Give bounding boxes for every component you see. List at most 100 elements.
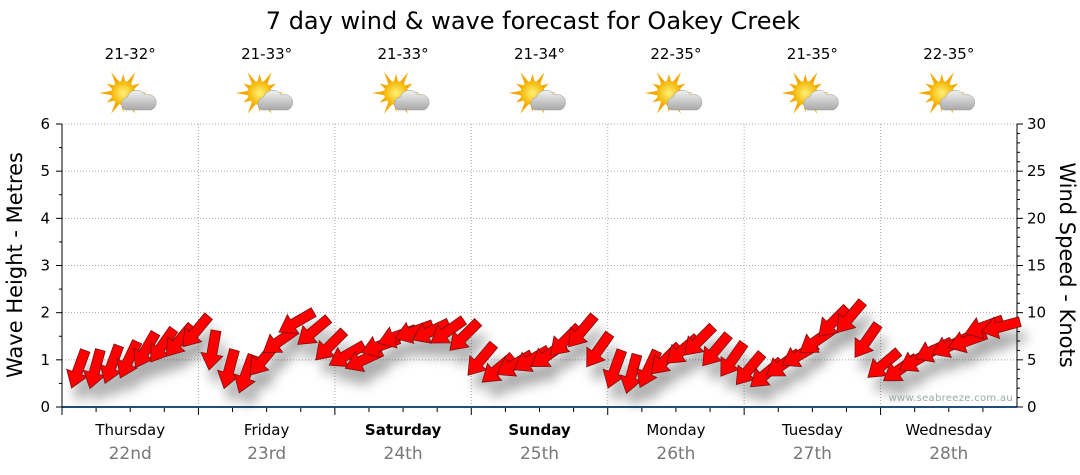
left-tick-label: 1 xyxy=(40,351,50,369)
wind-arrow xyxy=(602,348,628,389)
arrow-shadow xyxy=(842,312,873,347)
cloud xyxy=(667,89,703,111)
sun-ray xyxy=(530,74,535,83)
left-axis-label: Wave Height - Metres xyxy=(3,152,27,378)
wind-arrow xyxy=(619,352,643,394)
sun-ray xyxy=(939,74,945,83)
sun-ray xyxy=(257,74,263,83)
wind-arrow xyxy=(82,348,106,390)
wind-arrow xyxy=(684,322,718,356)
temperature-range: 22-35° xyxy=(923,45,974,63)
sun-ray xyxy=(917,90,932,96)
date-label: 27th xyxy=(793,444,832,464)
partly-cloudy-icon xyxy=(372,72,430,114)
arrow-shadow xyxy=(592,345,620,381)
arrow-shadow xyxy=(574,326,605,361)
day-label: Monday xyxy=(646,421,705,439)
day-label: Saturday xyxy=(365,421,442,439)
wind-arrow xyxy=(297,314,333,345)
temperature-range: 21-33° xyxy=(241,45,292,63)
right-axis-label: Wind Speed - Knots xyxy=(1055,162,1079,367)
date-label: 28th xyxy=(929,444,968,464)
arrow-shadow xyxy=(455,332,488,365)
wind-arrow xyxy=(394,319,435,344)
wind-arrow xyxy=(66,348,91,389)
day-label: Tuesday xyxy=(781,421,843,439)
partly-cloudy-icon xyxy=(235,72,293,114)
sun-ray xyxy=(802,74,808,83)
wind-arrow xyxy=(182,312,214,348)
day-label: Sunday xyxy=(508,421,571,439)
right-tick-label: 0 xyxy=(1027,398,1037,416)
wind-arrow xyxy=(467,340,499,376)
right-tick-label: 30 xyxy=(1027,115,1046,133)
right-tick-label: 20 xyxy=(1027,209,1046,227)
sun-ray xyxy=(393,74,399,83)
day-label: Wednesday xyxy=(905,421,992,439)
sun-ray xyxy=(666,74,672,83)
temperature-range: 21-34° xyxy=(514,45,565,63)
axes: 0 1 2 3 4 5 6 0 5 10 15 20 25 30 xyxy=(40,115,1046,416)
wind-arrow xyxy=(568,312,599,348)
wind-arrow xyxy=(328,340,368,368)
temperature-range: 21-33° xyxy=(378,45,429,63)
wind-arrow xyxy=(315,327,349,361)
left-tick-label: 0 xyxy=(40,398,50,416)
partly-cloudy-icon xyxy=(508,72,566,114)
wind-arrow xyxy=(200,329,224,371)
wind-arrow xyxy=(278,307,317,335)
wind-arrow xyxy=(133,330,161,369)
left-tick-label: 4 xyxy=(40,209,50,227)
partly-cloudy-icon xyxy=(917,72,976,114)
temperature-range: 22-35° xyxy=(650,45,701,63)
date-label: 23rd xyxy=(247,444,286,464)
day-label: Thursday xyxy=(94,421,165,439)
date-label: 24th xyxy=(384,444,423,464)
wind-arrow xyxy=(481,352,517,383)
right-tick-label: 15 xyxy=(1027,257,1046,275)
left-tick-label: 2 xyxy=(40,304,50,322)
right-tick-label: 10 xyxy=(1027,304,1046,322)
wind-arrow xyxy=(702,331,733,367)
wind-arrow xyxy=(818,303,852,337)
cloud xyxy=(257,89,293,111)
wind-arrow xyxy=(449,318,483,351)
right-tick-label: 5 xyxy=(1027,351,1037,369)
sun-ray xyxy=(235,90,250,96)
right-tick-label: 25 xyxy=(1027,162,1046,180)
sun-ray xyxy=(372,90,387,96)
sun-ray xyxy=(781,90,796,96)
grid xyxy=(62,123,1017,407)
wind-arrow xyxy=(980,316,1022,340)
wind-arrow xyxy=(430,315,468,344)
sun-ray xyxy=(644,90,659,96)
arrow-shadow xyxy=(861,335,889,372)
date-label: 22nd xyxy=(109,444,152,464)
temperature-range: 21-32° xyxy=(105,45,156,63)
partly-cloudy-icon xyxy=(644,72,703,114)
chart-title: 7 day wind & wave forecast for Oakey Cre… xyxy=(266,7,801,35)
day-label: Friday xyxy=(244,421,290,439)
wind-arrow xyxy=(411,318,452,344)
sun-ray xyxy=(120,74,126,83)
cloud xyxy=(121,89,157,111)
date-label: 25th xyxy=(520,444,559,464)
cloud xyxy=(394,89,430,111)
wind-arrow xyxy=(854,321,883,358)
wind-arrow xyxy=(150,325,179,363)
wind-arrow xyxy=(836,298,867,334)
temperature-range: 21-35° xyxy=(787,45,838,63)
wind-arrow xyxy=(867,347,903,378)
left-tick-label: 3 xyxy=(40,257,50,275)
date-label: 26th xyxy=(656,444,695,464)
sun-ray xyxy=(508,90,523,96)
day-headers: Thursday 22nd 21-32° Friday 23rd 21-33° Saturd… xyxy=(94,45,992,464)
cloud xyxy=(530,89,566,111)
left-tick-label: 5 xyxy=(40,162,50,180)
wind-arrow xyxy=(720,340,749,377)
partly-cloudy-icon xyxy=(99,72,157,114)
cloud xyxy=(803,89,839,111)
cloud xyxy=(939,89,976,111)
left-tick-label: 6 xyxy=(40,115,50,133)
sun-ray xyxy=(99,90,114,96)
